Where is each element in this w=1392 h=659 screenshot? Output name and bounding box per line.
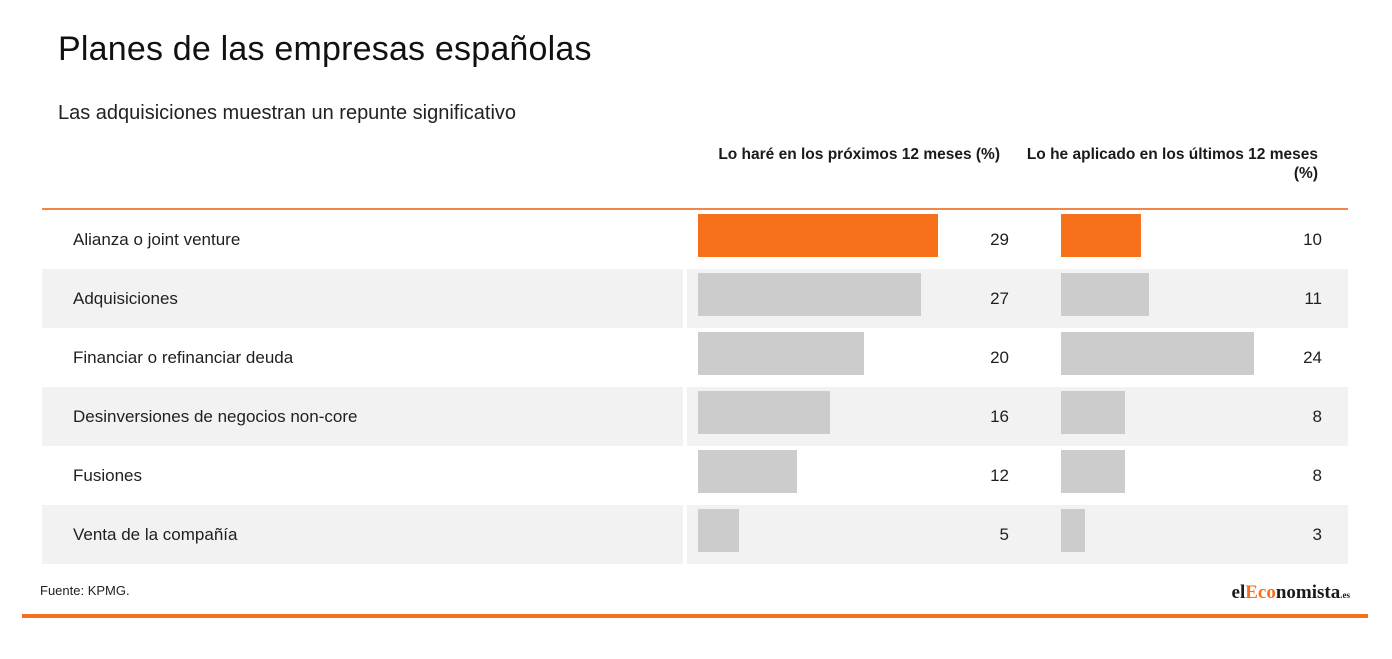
bar-next-12-months: [698, 391, 830, 434]
row-label: Fusiones: [73, 466, 142, 485]
row-gap: [683, 387, 687, 446]
table-row: Venta de la compañía 5 3: [42, 505, 1348, 564]
table-row: Adquisiciones 27 11: [42, 269, 1348, 328]
value-label-last-12-months: 8: [1312, 466, 1322, 485]
bar-next-12-months: [698, 509, 739, 552]
value-label-next-12-months: 16: [990, 407, 1009, 426]
value-label-last-12-months: 3: [1312, 525, 1322, 544]
bar-last-12-months: [1061, 214, 1141, 257]
value-label-next-12-months: 12: [990, 466, 1009, 485]
row-gap: [683, 505, 687, 564]
bar-last-12-months: [1061, 273, 1149, 316]
bar-next-12-months: [698, 273, 921, 316]
row-gap: [683, 446, 687, 505]
value-label-last-12-months: 24: [1303, 348, 1322, 367]
eleconomista-logo: elEconomista.es: [1231, 582, 1350, 603]
row-gap: [683, 210, 687, 269]
bar-last-12-months: [1061, 450, 1125, 493]
source-note: Fuente: KPMG.: [40, 583, 130, 598]
footer-accent-rule: [22, 614, 1368, 618]
header-divider: [42, 208, 1348, 210]
chart-rows: Alianza o joint venture 29 10 Adquisiciones…: [42, 210, 1348, 564]
column-header-last-12-months: Lo he aplicado en los últimos 12 meses (…: [1026, 146, 1318, 182]
bar-last-12-months: [1061, 332, 1254, 375]
table-row: Fusiones 12 8: [42, 446, 1348, 505]
bar-next-12-months: [698, 214, 938, 257]
chart-title: Planes de las empresas españolas: [58, 30, 592, 68]
value-label-last-12-months: 11: [1304, 289, 1322, 308]
value-label-next-12-months: 5: [999, 525, 1009, 544]
row-label: Financiar o refinanciar deuda: [73, 348, 294, 367]
table-row: Financiar o refinanciar deuda 20 24: [42, 328, 1348, 387]
table-row: Desinversiones de negocios non-core 16 8: [42, 387, 1348, 446]
value-label-next-12-months: 29: [990, 230, 1009, 249]
value-label-next-12-months: 20: [990, 348, 1009, 367]
table-row: Alianza o joint venture 29 10: [42, 210, 1348, 269]
bar-last-12-months: [1061, 509, 1085, 552]
chart-subtitle: Las adquisiciones muestran un repunte si…: [58, 102, 517, 124]
row-label: Adquisiciones: [73, 289, 178, 308]
bar-next-12-months: [698, 450, 797, 493]
row-gap: [683, 328, 687, 387]
value-label-last-12-months: 8: [1312, 407, 1322, 426]
row-gap: [683, 269, 687, 328]
value-label-last-12-months: 10: [1303, 230, 1322, 249]
bar-last-12-months: [1061, 391, 1125, 434]
bar-next-12-months: [698, 332, 864, 375]
value-label-next-12-months: 27: [990, 289, 1009, 308]
row-label: Venta de la compañía: [73, 525, 238, 544]
row-label: Desinversiones de negocios non-core: [73, 407, 358, 426]
row-label: Alianza o joint venture: [73, 230, 241, 249]
column-header-next-12-months: Lo haré en los próximos 12 meses (%): [718, 146, 1000, 163]
